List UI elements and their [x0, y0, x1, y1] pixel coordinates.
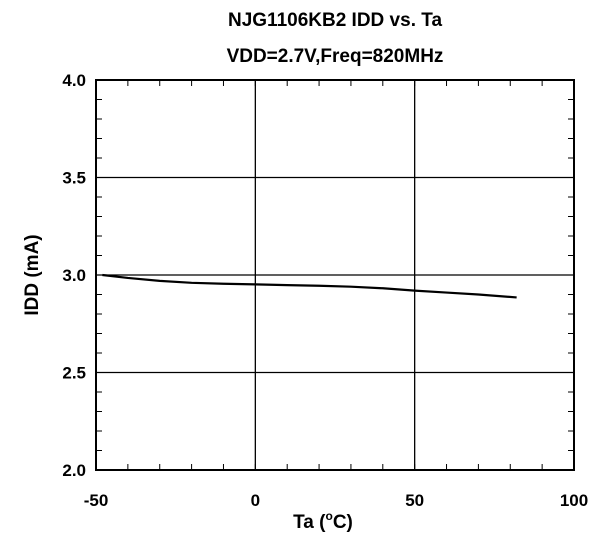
- x-tick-label: 100: [560, 491, 588, 510]
- x-tick-labels: -50 0 50 100: [84, 491, 588, 510]
- series-group: [102, 273, 517, 299]
- x-axis-label: Ta (oC): [293, 509, 353, 533]
- chart-subtitle: VDD=2.7V,Freq=820MHz: [227, 46, 444, 67]
- grid-lines: [96, 80, 574, 470]
- y-tick-label: 3.0: [62, 266, 86, 285]
- y-tick-label: 2.5: [62, 364, 86, 383]
- y-tick-labels: 2.0 2.5 3.0 3.5 4.0: [62, 71, 86, 480]
- y-tick-label: 3.5: [62, 169, 86, 188]
- y-tick-label: 2.0: [62, 461, 86, 480]
- x-tick-label: -50: [84, 491, 109, 510]
- y-tick-label: 4.0: [62, 71, 86, 90]
- x-tick-label: 50: [405, 491, 424, 510]
- degree-superscript: o: [325, 509, 332, 523]
- plot-frame: [95, 79, 575, 471]
- chart-title: NJG1106KB2 IDD vs. Ta: [228, 10, 442, 31]
- series-line: [102, 273, 517, 299]
- x-tick-label: 0: [251, 491, 260, 510]
- y-axis-label: IDD (mA): [22, 234, 43, 315]
